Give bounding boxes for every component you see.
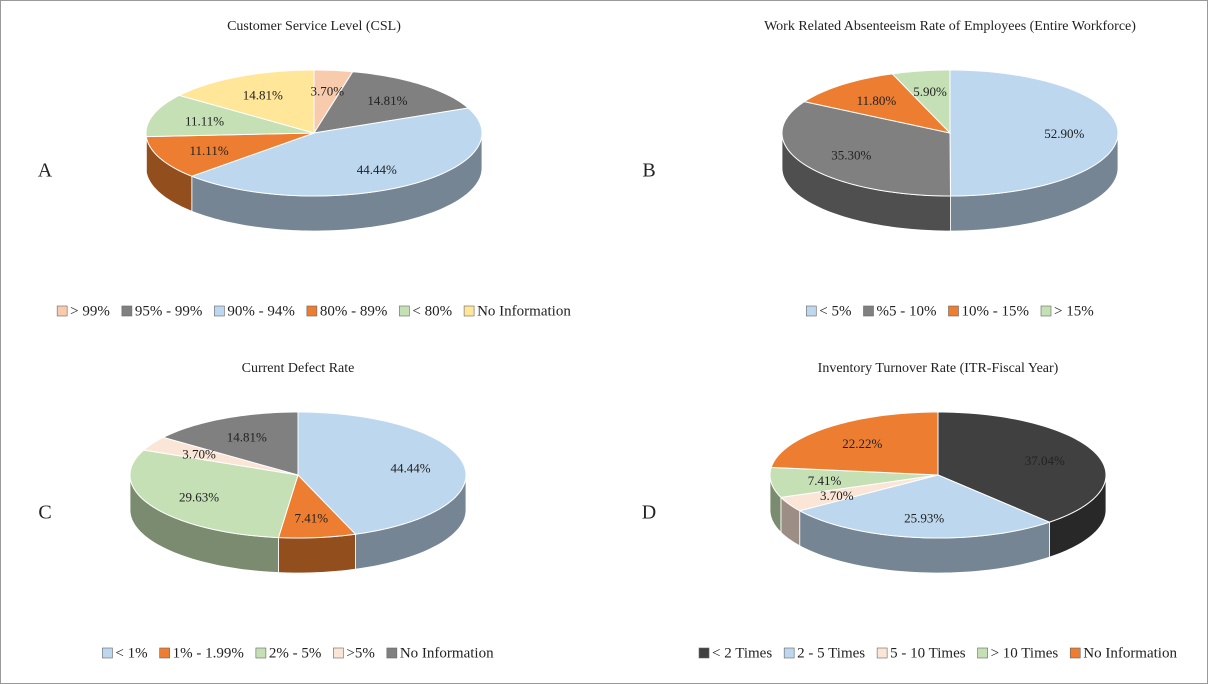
legend-label: < 1% bbox=[115, 645, 147, 661]
slice bbox=[770, 411, 939, 476]
slice bbox=[312, 71, 470, 134]
legend-swatch bbox=[333, 647, 344, 659]
chart-title: Work Related Absenteeism Rate of Employe… bbox=[764, 19, 1136, 34]
legend-swatch bbox=[948, 305, 959, 317]
legend-label: 80% - 89% bbox=[320, 303, 388, 319]
data-label: 14.81% bbox=[227, 430, 267, 445]
data-label: 22.22% bbox=[842, 436, 882, 451]
chart-panel: Inventory Turnover Rate (ITR-Fiscal Year… bbox=[642, 361, 1178, 661]
data-label: 37.04% bbox=[1025, 453, 1065, 468]
data-label: 3.70% bbox=[310, 83, 344, 98]
legend: < 1% 1% - 1.99% 2% - 5% >5% No Information bbox=[102, 645, 494, 661]
legend: > 99% 95% - 99% 90% - 94% 80% - 89% < 80% No … bbox=[56, 303, 571, 319]
slice bbox=[769, 466, 939, 498]
slice bbox=[891, 69, 951, 135]
legend-label: No Information bbox=[400, 645, 494, 661]
data-label: 11.11% bbox=[185, 114, 224, 129]
slice bbox=[277, 474, 357, 539]
slice bbox=[781, 101, 952, 197]
legend-label: 95% - 99% bbox=[135, 303, 203, 319]
legend-swatch bbox=[977, 647, 988, 659]
slice bbox=[145, 132, 315, 177]
legend-swatch bbox=[56, 305, 68, 317]
legend-label: %5 - 10% bbox=[877, 303, 937, 319]
legend-swatch bbox=[463, 305, 475, 317]
legend-swatch bbox=[255, 647, 267, 659]
slice bbox=[177, 69, 315, 134]
legend-swatch bbox=[306, 305, 318, 317]
legend-swatch bbox=[805, 305, 817, 317]
legend-swatch bbox=[876, 647, 888, 659]
legend-swatch bbox=[1040, 305, 1052, 317]
legend-label: > 15% bbox=[1054, 303, 1094, 319]
chart-title: Customer Service Level (CSL) bbox=[227, 19, 401, 34]
data-label: 25.93% bbox=[904, 511, 944, 526]
slice bbox=[949, 69, 1119, 197]
slice bbox=[129, 449, 299, 539]
data-label: 11.80% bbox=[857, 93, 897, 108]
legend-label: 1% - 1.99% bbox=[173, 645, 244, 661]
data-label: 29.63% bbox=[179, 489, 219, 504]
data-label: 14.81% bbox=[367, 93, 407, 108]
data-label: 7.41% bbox=[294, 511, 328, 526]
chart-panel: Current Defect Rate C 44.44% 7.41% 29.63% 3.7… bbox=[38, 361, 494, 661]
chart-panel: Customer Service Level (CSL) A 3.70% 14.81%… bbox=[38, 19, 572, 319]
data-label: 35.30% bbox=[831, 148, 871, 163]
legend: < 5% %5 - 10% 10% - 15% > 15% bbox=[805, 303, 1094, 319]
data-label: 7.41% bbox=[808, 473, 842, 488]
legend-swatch bbox=[159, 647, 170, 659]
slice bbox=[802, 73, 952, 134]
legend: < 2 Times 2 - 5 Times 5 - 10 Times > 10 Tim… bbox=[698, 645, 1177, 661]
legend-label: No Information bbox=[1083, 645, 1177, 661]
legend-label: No Information bbox=[477, 303, 571, 319]
slice bbox=[142, 436, 299, 476]
legend-label: < 5% bbox=[819, 303, 851, 319]
legend-label: < 2 Times bbox=[712, 645, 772, 661]
legend-swatch bbox=[399, 305, 410, 317]
legend-label: >5% bbox=[346, 645, 374, 661]
slice-side bbox=[278, 533, 356, 574]
data-label: 3.70% bbox=[820, 488, 854, 503]
panel-letter: C bbox=[38, 502, 51, 524]
legend-label: < 80% bbox=[412, 303, 452, 319]
data-label: 3.70% bbox=[182, 447, 216, 462]
legend-label: > 10 Times bbox=[991, 645, 1059, 661]
legend-label: 5 - 10 Times bbox=[890, 645, 966, 661]
legend-label: 90% - 94% bbox=[227, 303, 295, 319]
legend-swatch bbox=[121, 305, 133, 317]
legend-label: 2 - 5 Times bbox=[797, 645, 865, 661]
slice bbox=[798, 474, 1051, 539]
slice bbox=[779, 474, 939, 512]
chart-panel: Work Related Absenteeism Rate of Employe… bbox=[642, 19, 1136, 319]
slice bbox=[937, 411, 1107, 523]
legend-label: > 99% bbox=[70, 303, 110, 319]
panel-letter: B bbox=[642, 160, 655, 182]
legend-label: 2% - 5% bbox=[269, 645, 322, 661]
legend-swatch bbox=[386, 647, 398, 659]
data-label: 11.11% bbox=[190, 143, 229, 158]
legend-swatch bbox=[698, 647, 710, 659]
legend-swatch bbox=[863, 305, 874, 317]
slice bbox=[145, 94, 315, 138]
data-label: 44.44% bbox=[390, 461, 430, 476]
data-label: 44.44% bbox=[357, 162, 397, 177]
slice bbox=[161, 411, 299, 476]
slice bbox=[297, 411, 467, 535]
legend-label: 10% - 15% bbox=[962, 303, 1030, 319]
legend-swatch bbox=[214, 305, 225, 317]
data-label: 14.81% bbox=[243, 88, 283, 103]
legend-swatch bbox=[783, 647, 795, 659]
legend-swatch bbox=[102, 647, 113, 659]
data-label: 52.90% bbox=[1044, 126, 1084, 141]
panel-letter: A bbox=[38, 160, 53, 182]
chart-title: Inventory Turnover Rate (ITR-Fiscal Year… bbox=[818, 361, 1059, 376]
slice bbox=[190, 107, 483, 197]
legend-swatch bbox=[1069, 647, 1081, 659]
chart-title: Current Defect Rate bbox=[242, 361, 355, 376]
data-label: 5.90% bbox=[913, 84, 947, 99]
panel-letter: D bbox=[642, 502, 656, 524]
